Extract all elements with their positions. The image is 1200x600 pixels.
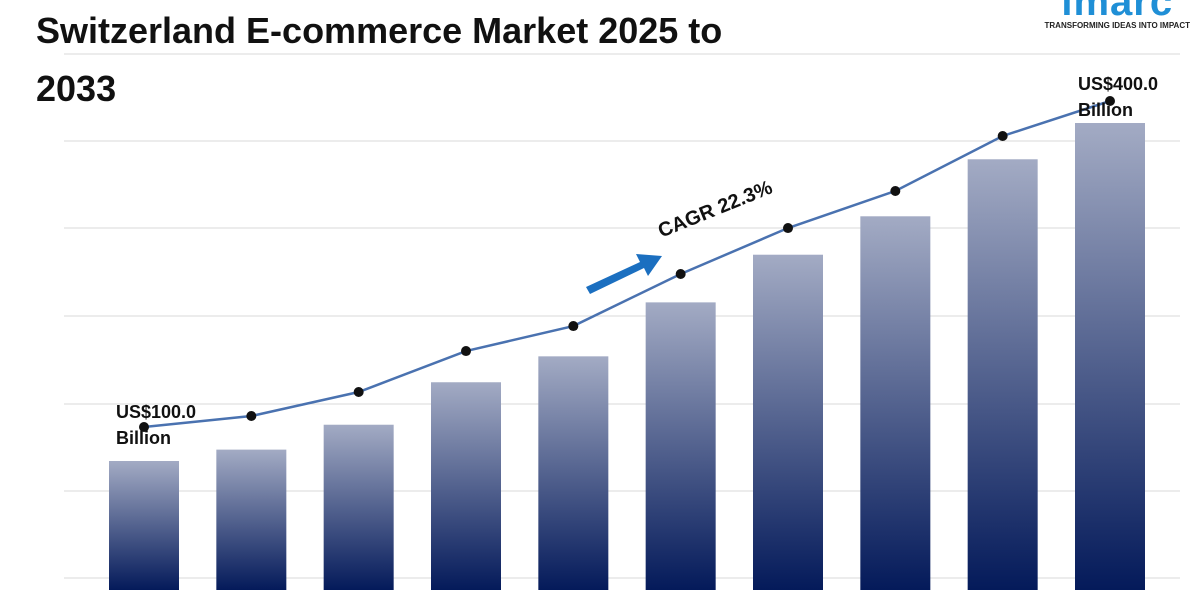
chart-title: Switzerland E-commerce Market 2025 to 20… xyxy=(36,10,723,109)
marker xyxy=(675,268,686,279)
logo-name: imarc xyxy=(1061,0,1174,24)
bar xyxy=(538,356,609,590)
marker xyxy=(139,422,149,432)
marker xyxy=(353,387,364,398)
bar xyxy=(431,382,501,590)
marker xyxy=(890,185,901,196)
bar xyxy=(645,302,716,590)
bar xyxy=(109,461,179,590)
logo-tagline: TRANSFORMING IDEAS INTO IMPACT xyxy=(1044,21,1190,30)
marker xyxy=(783,223,793,234)
marker xyxy=(997,130,1008,141)
bar xyxy=(967,159,1038,590)
bar xyxy=(860,216,931,590)
marker xyxy=(1105,96,1115,106)
bar xyxy=(753,254,823,590)
value-label: US$400.0 Billion xyxy=(1078,74,1159,120)
bar xyxy=(323,424,394,590)
value-label: US$100.0 Billion xyxy=(116,402,197,448)
cagr-arrow xyxy=(586,254,662,294)
logo: imarc TRANSFORMING IDEAS INTO IMPACT xyxy=(1045,0,1190,30)
marker xyxy=(568,321,579,332)
marker xyxy=(461,346,471,357)
bar xyxy=(216,449,287,590)
trend-line xyxy=(143,99,1111,429)
bar xyxy=(1075,123,1145,590)
marker xyxy=(246,411,257,422)
